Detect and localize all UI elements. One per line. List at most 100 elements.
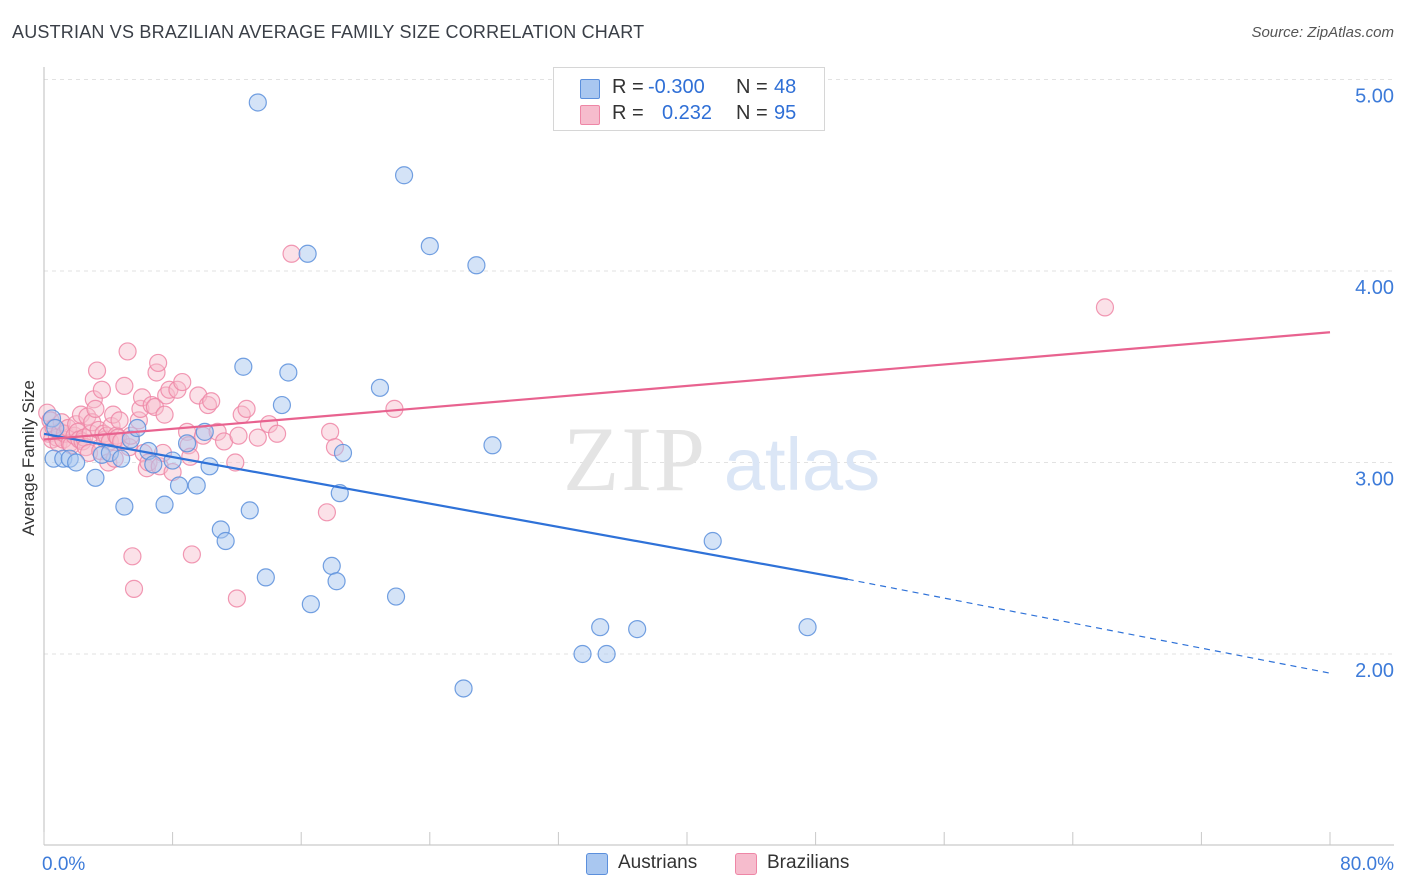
brazilian-point: [267, 424, 287, 443]
austrian-point: [798, 618, 817, 637]
brazilian-point: [110, 411, 129, 430]
austrian-point: [177, 434, 197, 453]
x-tick-labels: 0.0% 80.0%: [42, 854, 1394, 875]
y-axis-label: Average Family Size: [19, 380, 38, 536]
austrian-point: [370, 378, 390, 397]
brazilians-legend-swatch: [735, 853, 757, 875]
brazilian-point: [227, 589, 246, 608]
y-tick-label: 4.00: [1355, 277, 1394, 299]
brazilian-point: [86, 399, 105, 418]
austrian-point: [128, 418, 147, 438]
brazilian-point: [87, 361, 107, 380]
brazilian-point: [124, 579, 144, 598]
austrians-legend-label: Austrians: [618, 852, 698, 873]
brazilian-point: [237, 399, 256, 418]
brazilian-point: [155, 405, 174, 424]
austrian-point: [301, 595, 320, 614]
austrian-point: [272, 395, 292, 415]
austrian-point: [144, 455, 163, 474]
austrian-point: [420, 237, 439, 256]
brazilian-point: [157, 386, 176, 405]
austrian-point: [112, 449, 131, 468]
legend-n-label: N =: [736, 102, 768, 124]
x-tick-label: 0.0%: [42, 854, 85, 875]
brazilian-point: [131, 399, 150, 418]
brazilian-point: [248, 428, 267, 447]
brazilian-point: [321, 422, 340, 441]
brazilian-point: [182, 545, 201, 564]
brazilian-point: [229, 426, 248, 445]
austrian-point: [195, 422, 214, 441]
austrian-point: [169, 476, 189, 495]
source-label: Source: ZipAtlas.com: [1251, 24, 1394, 41]
austrian-point: [467, 256, 486, 275]
brazilian-point: [317, 503, 337, 522]
brazilian-point: [142, 395, 161, 415]
austrian-point: [591, 618, 610, 637]
austrian-point: [386, 587, 406, 606]
austrians-legend-swatch: [586, 853, 608, 875]
austrian-point: [234, 357, 253, 376]
brazilians-swatch: [580, 105, 600, 125]
austrian-point: [597, 644, 616, 664]
legend-n-value: 48: [774, 76, 797, 98]
austrian-point: [394, 166, 414, 185]
austrian-point: [628, 620, 647, 639]
brazilian-point: [123, 547, 142, 566]
austrian-point: [483, 436, 502, 455]
y-tick-label: 5.00: [1355, 86, 1394, 108]
legend-n-label: N =: [736, 76, 768, 98]
austrian-point: [298, 244, 317, 263]
austrian-point: [322, 556, 341, 576]
brazilian-point: [149, 353, 168, 373]
brazilian-point: [118, 342, 137, 361]
austrians-swatch: [580, 79, 600, 99]
austrian-point: [573, 644, 592, 664]
chart-title: AUSTRIAN VS BRAZILIAN AVERAGE FAMILY SIZ…: [12, 22, 645, 42]
y-tick-labels: 2.00 3.00 4.00 5.00: [1355, 86, 1394, 683]
brazilian-point: [202, 392, 221, 411]
brazilians-legend-label: Brazilians: [767, 852, 850, 873]
austrian-point: [86, 468, 105, 487]
x-tick-label: 80.0%: [1340, 854, 1394, 875]
austrian-point: [248, 93, 267, 112]
austrian-point: [333, 443, 353, 463]
austrian-point: [703, 531, 722, 551]
austrians-points: [42, 93, 817, 698]
austrian-point: [454, 679, 473, 698]
austrian-point: [163, 451, 182, 470]
brazilians-trend-line: [43, 331, 1331, 441]
legend-r-label: R =: [612, 76, 644, 98]
brazilian-point: [115, 376, 134, 395]
y-tick-label: 2.00: [1355, 660, 1394, 682]
austrians-trend-line: [43, 432, 848, 581]
watermark-zip: ZIP: [563, 408, 707, 510]
austrian-point: [155, 495, 174, 514]
axes: [43, 67, 1394, 846]
brazilian-point: [92, 380, 111, 399]
austrian-point: [200, 457, 219, 476]
legend-r-label: R =: [612, 102, 644, 124]
austrians-trend-extension: [847, 578, 1331, 674]
austrian-point: [279, 363, 298, 382]
brazilian-point: [1095, 298, 1115, 317]
brazilian-point: [173, 372, 192, 392]
legend-r-value: -0.300: [648, 76, 705, 98]
watermark: ZIP atlas: [563, 408, 880, 510]
austrian-point: [67, 453, 86, 472]
austrian-point: [327, 572, 346, 591]
brazilian-point: [132, 388, 152, 407]
austrian-point: [115, 497, 134, 516]
trend-lines: [43, 331, 1331, 674]
correlation-legend: R = -0.300 N = 48 R = 0.232 N = 95: [553, 67, 825, 131]
austrian-point: [240, 501, 259, 520]
legend-n-value: 95: [774, 102, 797, 124]
y-tick-label: 3.00: [1355, 469, 1394, 491]
brazilian-point: [145, 397, 165, 417]
brazilian-point: [282, 244, 301, 263]
watermark-atlas: atlas: [724, 423, 880, 506]
austrian-point: [187, 476, 206, 495]
legend-r-value: 0.232: [662, 102, 713, 124]
austrian-point: [216, 531, 235, 551]
